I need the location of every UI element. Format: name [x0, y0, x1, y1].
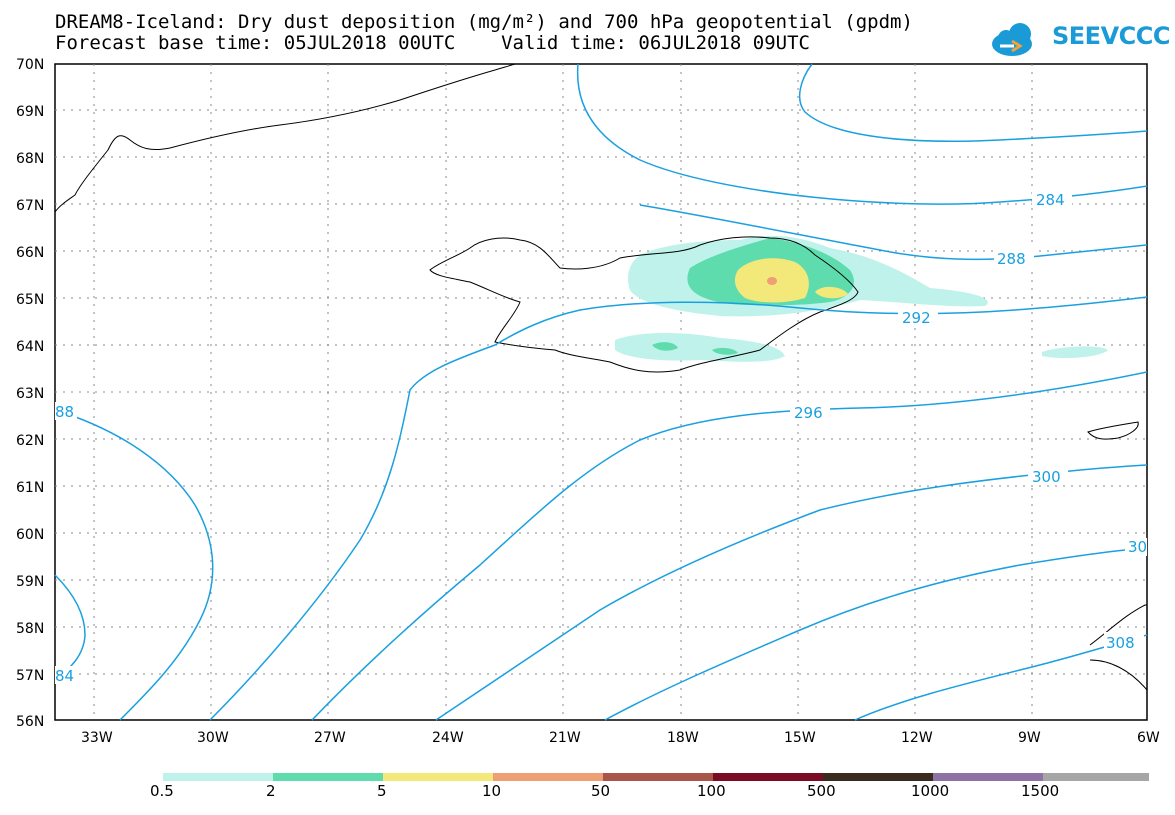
- lon-label: 6W: [1137, 730, 1160, 746]
- lon-label: 12W: [901, 730, 933, 746]
- legend-label: 50: [591, 782, 611, 800]
- scotland-coast: [1089, 604, 1148, 691]
- lat-label: 64N: [16, 339, 44, 355]
- legend-swatch: [933, 773, 1043, 781]
- contour-line-288: [639, 204, 1148, 261]
- lat-label: 56N: [16, 714, 44, 730]
- lat-label: 59N: [16, 574, 44, 590]
- deposition-area-0.5-south: [615, 333, 785, 362]
- legend-swatch: [1043, 773, 1149, 781]
- cloud-icon: [992, 23, 1032, 56]
- contour-label-284-west: 84: [55, 667, 74, 685]
- lat-label: 58N: [16, 621, 44, 637]
- contour-line-300: [435, 464, 1148, 721]
- lon-label: 9W: [1018, 730, 1041, 746]
- lon-label: 30W: [197, 730, 229, 746]
- greenland-coast: [54, 63, 516, 213]
- legend-swatch: [493, 773, 603, 781]
- contour-label-308: 308: [1106, 634, 1135, 652]
- map-title: DREAM8-Iceland: Dry dust deposition (mg/…: [55, 11, 913, 33]
- lat-label: 63N: [16, 386, 44, 402]
- lat-label: 68N: [16, 151, 44, 167]
- seevccc-logo: [992, 23, 1032, 56]
- lat-label: 70N: [16, 57, 44, 73]
- deposition-area-5: [734, 258, 848, 303]
- deposition-area-10: [767, 277, 777, 285]
- legend-label: 5: [377, 782, 387, 800]
- logo-text: SEEVCCC: [1052, 22, 1171, 50]
- lon-label: 33W: [81, 730, 113, 746]
- contour-line-296-main: [209, 344, 496, 721]
- lon-label: 24W: [432, 730, 464, 746]
- coastlines: [54, 63, 1148, 691]
- lon-label: 18W: [667, 730, 699, 746]
- map-subtitle: Forecast base time: 05JUL2018 00UTC Vali…: [55, 32, 810, 54]
- lon-label: 15W: [784, 730, 816, 746]
- legend-label: 100: [697, 782, 726, 800]
- contour-label-296: 296: [794, 404, 823, 422]
- legend-label: 0.5: [150, 782, 174, 800]
- contour-line-304: [604, 547, 1148, 721]
- dust-deposition-field: [615, 235, 1108, 362]
- contour-line-296b: [311, 371, 1148, 721]
- lat-label: 67N: [16, 198, 44, 214]
- legend-label: 500: [807, 782, 836, 800]
- legend-swatch: [383, 773, 493, 781]
- contour-label-300: 300: [1032, 468, 1061, 486]
- lon-label: 21W: [549, 730, 581, 746]
- contour-label-288-west: 88: [55, 403, 74, 421]
- legend-swatch: [823, 773, 933, 781]
- contour-line-292: [494, 296, 1148, 346]
- lat-label: 60N: [16, 527, 44, 543]
- legend-label: 2: [266, 782, 276, 800]
- lat-label: 61N: [16, 480, 44, 496]
- lat-label: 57N: [16, 668, 44, 684]
- lon-label: 27W: [314, 730, 346, 746]
- lat-label: 65N: [16, 292, 44, 308]
- contour-labels: 284 288 292 296 300 30 308 88 84: [55, 190, 1147, 685]
- iceland-coast: [429, 236, 859, 373]
- faroe-coast: [1087, 421, 1139, 440]
- legend-swatch: [273, 773, 383, 781]
- contour-label-292: 292: [902, 309, 931, 327]
- latitude-labels: 70N 69N 68N 67N 66N 65N 64N 63N 62N 61N …: [16, 57, 44, 730]
- legend-label: 1000: [911, 782, 950, 800]
- contour-label-304: 30: [1128, 538, 1147, 556]
- legend-colorbar: [163, 773, 1149, 781]
- deposition-area-2-south: [652, 342, 738, 355]
- legend-label: 1500: [1021, 782, 1060, 800]
- graticule: [55, 64, 1147, 720]
- lat-label: 66N: [16, 245, 44, 261]
- deposition-area-0.5-east: [1042, 346, 1108, 358]
- legend-swatch: [603, 773, 713, 781]
- legend-swatch: [713, 773, 823, 781]
- lat-label: 69N: [16, 104, 44, 120]
- contour-line-308: [854, 634, 1148, 721]
- legend-swatch: [163, 773, 273, 781]
- longitude-labels: 33W 30W 27W 24W 21W 18W 15W 12W 9W 6W: [81, 730, 1160, 746]
- contour-label-288: 288: [997, 250, 1026, 268]
- contour-line-284-ne: [798, 63, 1148, 142]
- lat-label: 62N: [16, 433, 44, 449]
- contour-line-296: [54, 409, 214, 721]
- legend-label: 10: [482, 782, 502, 800]
- contour-label-284: 284: [1036, 191, 1065, 209]
